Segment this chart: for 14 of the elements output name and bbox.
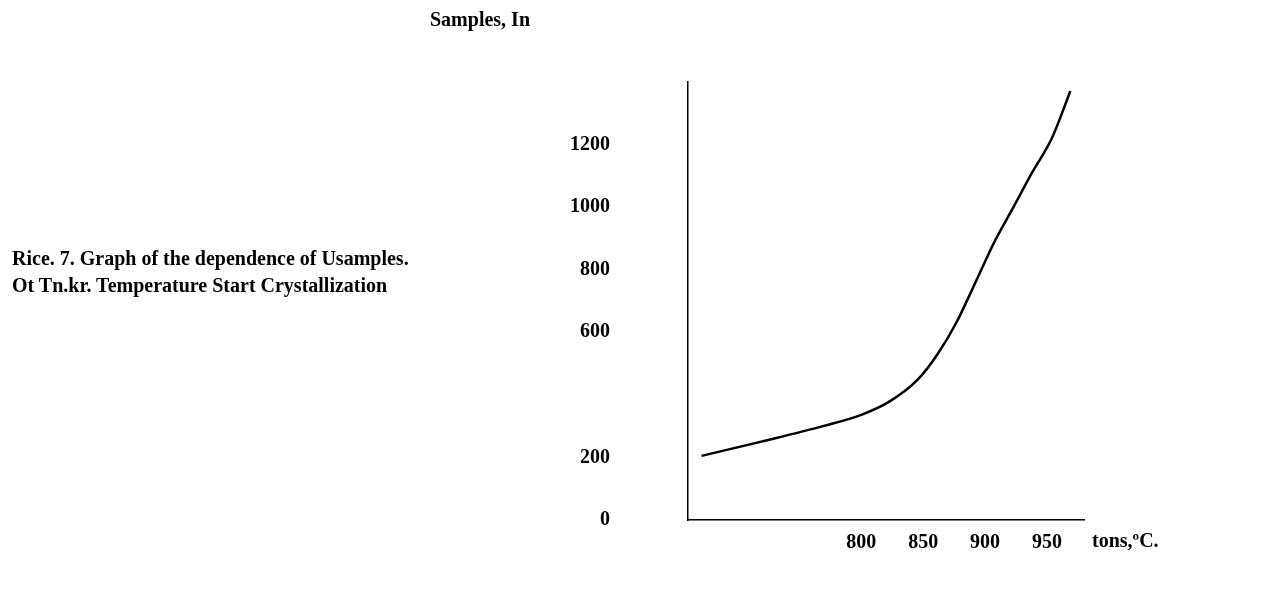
y-tick-label: 0 — [600, 507, 610, 530]
x-tick-label: 800 — [846, 530, 877, 553]
y-tick-label: 1000 — [570, 194, 610, 217]
y-tick-label: 1200 — [570, 131, 610, 154]
y-tick-label: 600 — [580, 319, 610, 342]
x-tick-label: 900 — [970, 530, 1000, 553]
y-tick-label: 800 — [580, 256, 610, 279]
x-tick-label: 850 — [908, 530, 939, 553]
x-tick-label: 950 — [1031, 530, 1062, 553]
x-axis-title: tons,ºC. — [1092, 529, 1159, 552]
line-series — [700, 89, 1072, 458]
y-axis-title: Samples, In — [430, 8, 531, 31]
text: Rice. 7. Graph of the dependence of Usamples. Ot Tn.kr. Temperature Start Crystallization — [12, 246, 410, 299]
y-tick-label: 200 — [580, 444, 610, 467]
